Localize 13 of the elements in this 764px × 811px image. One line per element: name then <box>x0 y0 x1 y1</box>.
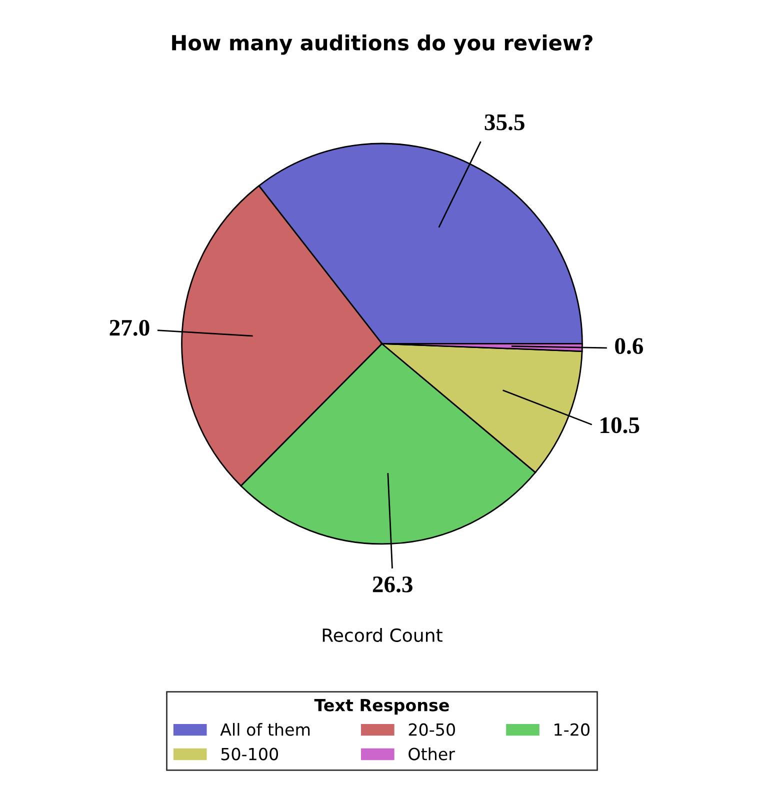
data-label: 35.5 <box>484 114 524 130</box>
text: Record Count <box>322 628 442 642</box>
data-label: 26.3 <box>372 576 412 592</box>
legend-label: 1-20 <box>554 723 590 736</box>
legend-label: 50-100 <box>221 748 278 760</box>
legend-label: Other <box>408 747 455 760</box>
data-label: 10.5 <box>600 417 640 434</box>
legend-title: Text Response <box>314 699 449 715</box>
legend-label: All of them <box>220 722 310 736</box>
chart-title: How many auditions do you review? <box>172 34 592 55</box>
data-label: 0.6 <box>615 338 644 354</box>
legend-label: 20-50 <box>408 723 455 736</box>
data-label: 27.0 <box>110 320 150 336</box>
